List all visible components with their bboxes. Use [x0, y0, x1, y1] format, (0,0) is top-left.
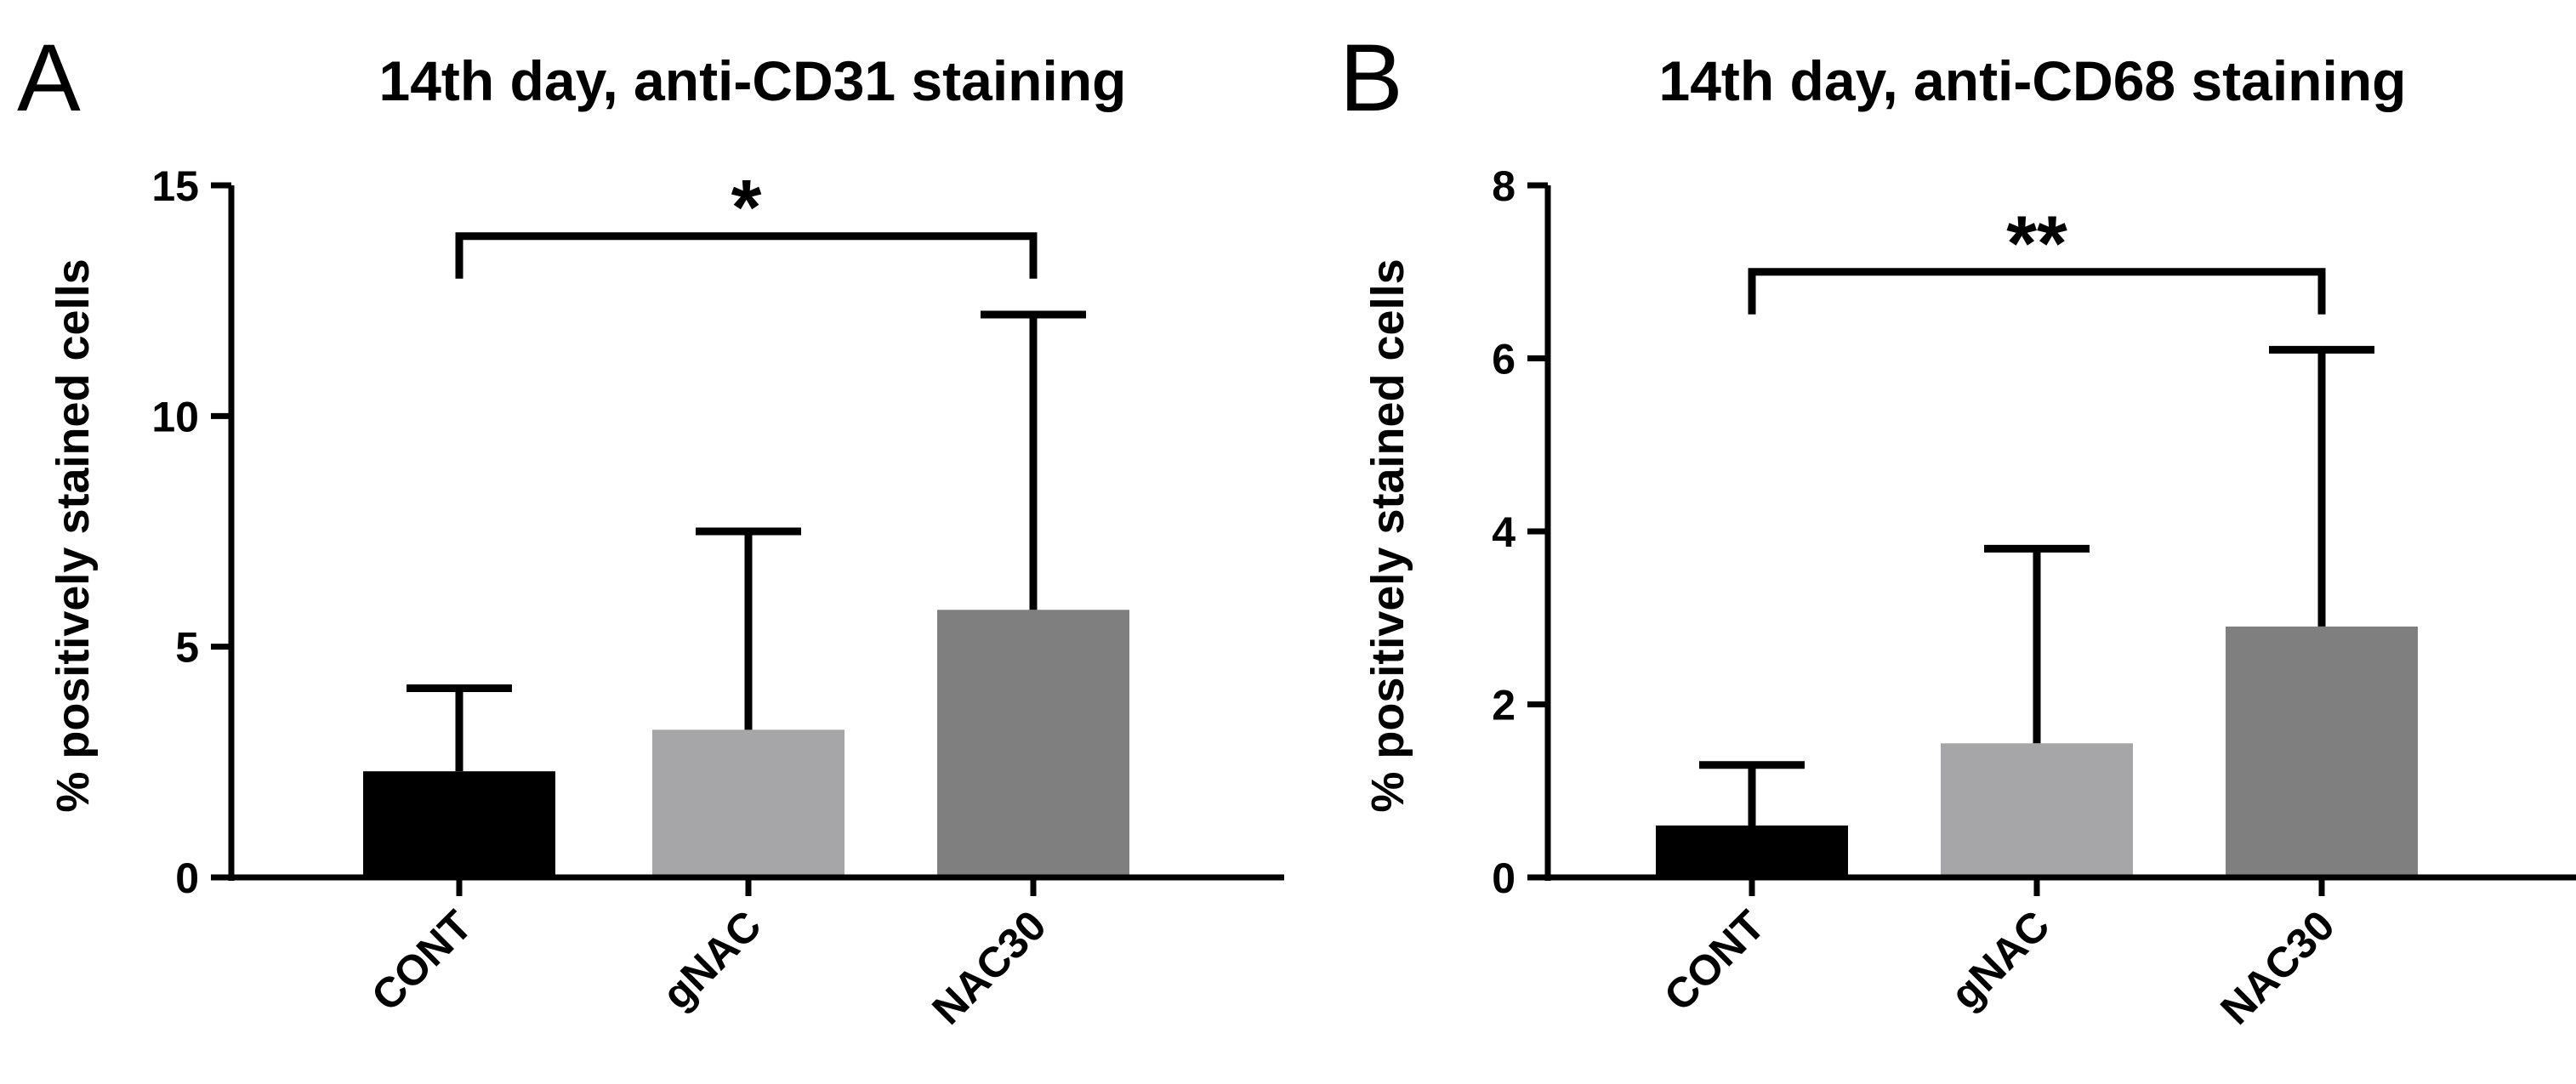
bar-a-nac30: [937, 610, 1129, 877]
y-tick-label-b-2: 2: [1492, 682, 1515, 729]
chart-title-a: 14th day, anti-CD31 staining: [379, 49, 1127, 112]
significance-label-a: *: [731, 165, 762, 252]
y-tick-label-b-6: 6: [1492, 336, 1515, 383]
y-tick-label-b-8: 8: [1492, 162, 1515, 210]
y-tick-label-b-0: 0: [1492, 854, 1515, 902]
bar-b-nac30: [2226, 626, 2418, 877]
x-tick-label-a-cont: CONT: [362, 901, 481, 1020]
x-tick-label-b-nac30: NAC30: [2211, 901, 2344, 1034]
y-tick-label-a-15: 15: [151, 162, 199, 210]
y-axis-label-b: % positively stained cells: [1362, 258, 1413, 812]
significance-bracket-b: [1748, 268, 2326, 315]
bar-b-gnac: [1941, 743, 2133, 877]
x-tick-label-b-gnac: gNAC: [1942, 901, 2059, 1019]
panel-a: A 14th day, anti-CD31 staining % positiv…: [17, 25, 1284, 1034]
panel-letter-b: B: [1339, 25, 1403, 131]
y-tick-label-a-10: 10: [151, 393, 199, 440]
panel-b: B 14th day, anti-CD68 staining % positiv…: [1339, 25, 2576, 1034]
y-tick-label-a-5: 5: [175, 624, 199, 672]
y-axis-label-a: % positively stained cells: [48, 258, 99, 812]
x-tick-label-b-cont: CONT: [1655, 901, 1774, 1020]
x-tick-label-a-nac30: NAC30: [923, 901, 1055, 1034]
bar-b-cont: [1656, 825, 1848, 877]
panel-letter-a: A: [17, 25, 81, 131]
significance-label-b: **: [2006, 201, 2067, 287]
bar-a-gnac: [652, 729, 844, 877]
significance-bracket-a: [455, 232, 1038, 279]
y-tick-label-a-0: 0: [175, 854, 199, 902]
chart-title-b: 14th day, anti-CD68 staining: [1659, 49, 2407, 112]
x-tick-label-a-gnac: gNAC: [653, 901, 771, 1019]
y-tick-label-b-4: 4: [1492, 508, 1515, 556]
bar-a-cont: [363, 771, 555, 877]
